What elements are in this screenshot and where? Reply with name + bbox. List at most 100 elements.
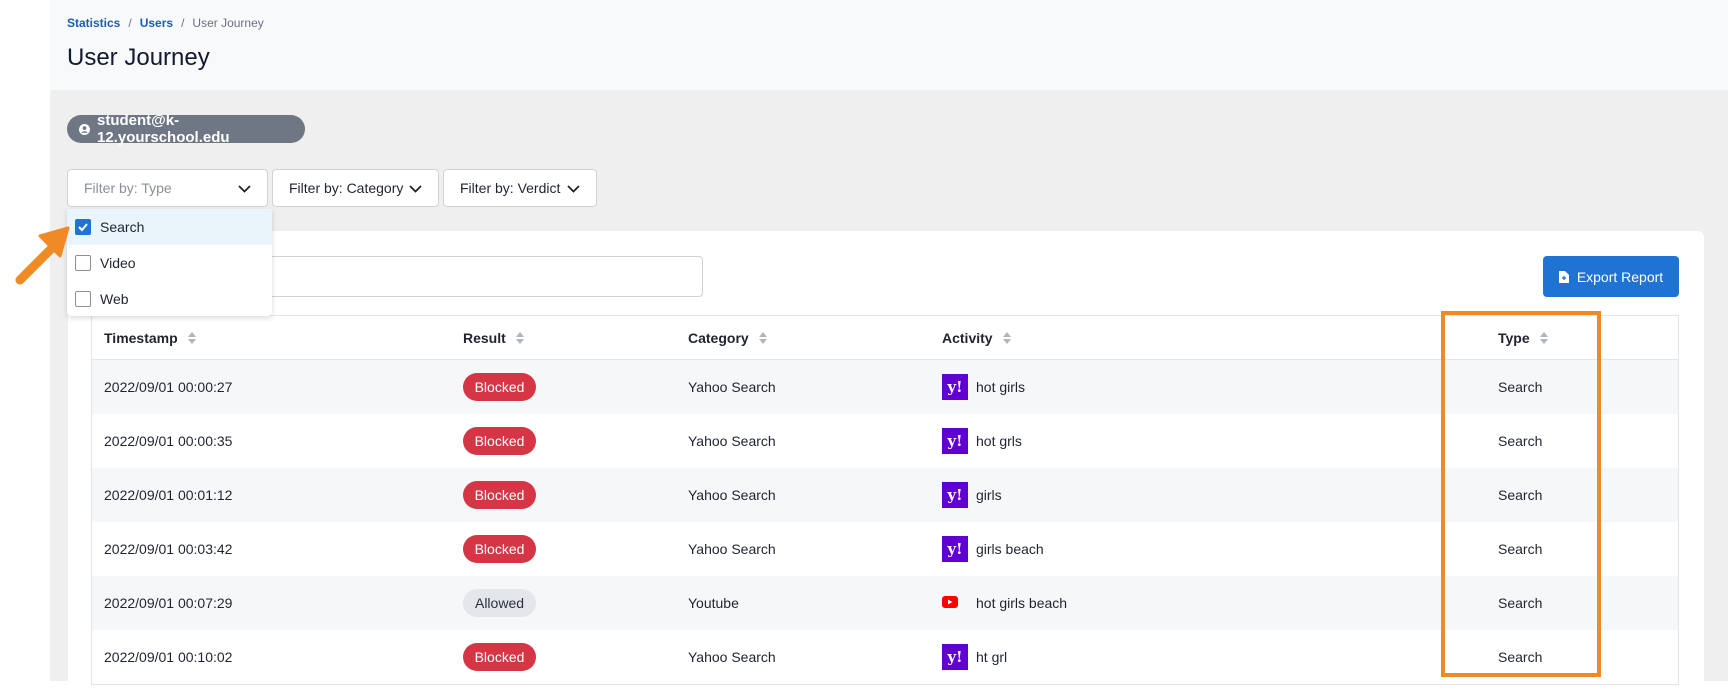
yahoo-icon: y! [942, 644, 968, 670]
table-header: Timestamp Result Category Activity Type [92, 316, 1678, 360]
table-cell: Search [1498, 576, 1542, 630]
cell-text: Yahoo Search [688, 379, 776, 395]
cell-text: Yahoo Search [688, 541, 776, 557]
result-badge: Blocked [463, 373, 536, 401]
filter-label: Filter by: Verdict [460, 180, 561, 196]
result-badge: Blocked [463, 643, 536, 671]
cell-text: Search [1498, 487, 1543, 503]
page-title: User Journey [67, 44, 210, 71]
checkbox[interactable] [75, 255, 91, 271]
breadcrumb-link[interactable]: Statistics [67, 16, 121, 30]
table-cell: Search [1498, 414, 1542, 468]
column-header[interactable]: Activity [942, 316, 1011, 359]
table: Timestamp Result Category Activity Type … [91, 315, 1679, 685]
header-text: Activity [942, 329, 993, 346]
table-row: 2022/09/01 00:00:27 Blocked Yahoo Search y!… [92, 360, 1678, 414]
table-row: 2022/09/01 00:00:35 Blocked Yahoo Search y!… [92, 414, 1678, 468]
table-cell: Yahoo Search [688, 414, 776, 468]
type-dropdown: Search Video Web [67, 209, 272, 316]
table-cell: 2022/09/01 00:10:02 [104, 630, 232, 684]
breadcrumb: Statistics / Users / User Journey [67, 16, 264, 30]
table-cell: Blocked [463, 522, 536, 576]
dropdown-option[interactable]: Video [67, 245, 272, 281]
cell-text: Search [1498, 379, 1543, 395]
dropdown-option[interactable]: Web [67, 281, 272, 317]
header-text: Timestamp [104, 329, 178, 346]
column-header[interactable]: Type [1498, 316, 1548, 359]
table-cell: y! ht grl [942, 630, 1007, 684]
table-row: 2022/09/01 00:01:12 Blocked Yahoo Search y!… [92, 468, 1678, 522]
option-label: Video [100, 255, 136, 271]
dropdown-option[interactable]: Search [67, 209, 272, 245]
activity-text: girls beach [976, 541, 1044, 557]
activity-text: ht grl [976, 649, 1008, 665]
yahoo-icon: y! [942, 536, 968, 562]
cell-text: Search [1498, 595, 1543, 611]
table-row: 2022/09/01 00:07:29 Allowed Youtube hot gir… [92, 576, 1678, 630]
header-text: Category [688, 329, 749, 346]
activity-text: hot girls [976, 379, 1026, 395]
option-label: Web [100, 291, 129, 307]
table-cell: Yahoo Search [688, 630, 776, 684]
export-button[interactable]: Export Report [1543, 256, 1679, 297]
table-row: 2022/09/01 00:10:02 Blocked Yahoo Search y!… [92, 630, 1678, 684]
table-cell: Search [1498, 630, 1542, 684]
cell-text: 2022/09/01 00:03:42 [104, 541, 233, 557]
table-row: 2022/09/01 00:03:42 Blocked Yahoo Search y!… [92, 522, 1678, 576]
table-cell: 2022/09/01 00:07:29 [104, 576, 232, 630]
table-cell: 2022/09/01 00:00:35 [104, 414, 232, 468]
column-header[interactable]: Category [688, 316, 767, 359]
cell-text: 2022/09/01 00:10:02 [104, 649, 233, 665]
cell-text: Yahoo Search [688, 487, 776, 503]
youtube-icon [942, 595, 968, 611]
filter-label: Filter by: Type [84, 180, 172, 196]
cell-text: Yahoo Search [688, 649, 776, 665]
filter-verdict[interactable]: Filter by: Verdict [443, 169, 597, 207]
user-chip: student@k-12.yourschool.edu [67, 112, 305, 146]
button-label: Export Report [1576, 268, 1664, 285]
table-cell: y! girls beach [942, 522, 1044, 576]
breadcrumb-link[interactable]: Users [139, 16, 174, 30]
highlight-box [1441, 311, 1601, 677]
header-text: Result [463, 329, 506, 346]
header-text: Type [1498, 329, 1530, 346]
result-badge: Blocked [463, 481, 536, 509]
table-cell: Search [1498, 360, 1542, 414]
option-label: Search [100, 219, 145, 235]
header-bar [50, 0, 1728, 90]
table-cell: Blocked [463, 360, 536, 414]
table-cell: Yahoo Search [688, 360, 776, 414]
search-input[interactable] [250, 256, 703, 297]
result-badge: Allowed [463, 589, 536, 617]
filter-type[interactable]: Filter by: Type [67, 169, 268, 207]
annotation-arrow [15, 226, 70, 285]
table-cell: 2022/09/01 00:03:42 [104, 522, 232, 576]
checkbox[interactable] [75, 291, 91, 307]
table-cell: 2022/09/01 00:00:27 [104, 360, 232, 414]
column-header[interactable]: Result [463, 316, 524, 359]
cell-text: Search [1498, 649, 1543, 665]
table-cell: Blocked [463, 414, 536, 468]
activity-text: hot girls beach [976, 595, 1068, 611]
filter-category[interactable]: Filter by: Category [272, 169, 439, 207]
cell-text: Search [1498, 541, 1543, 557]
table-cell: Yahoo Search [688, 468, 776, 522]
table-cell: Blocked [463, 468, 536, 522]
user-email: student@k-12.yourschool.edu [97, 112, 230, 146]
cell-text: 2022/09/01 00:00:27 [104, 379, 233, 395]
column-header[interactable]: Timestamp [104, 316, 196, 359]
table-cell: hot girls beach [942, 576, 1067, 630]
yahoo-icon: y! [942, 482, 968, 508]
yahoo-icon: y! [942, 374, 968, 400]
table-cell: Search [1498, 468, 1542, 522]
table-cell: Allowed [463, 576, 536, 630]
table-cell: 2022/09/01 00:01:12 [104, 468, 232, 522]
checkbox-checked[interactable] [75, 219, 91, 235]
table-cell: Blocked [463, 630, 536, 684]
breadcrumb-current: User Journey [192, 16, 264, 30]
cell-text: 2022/09/01 00:00:35 [104, 433, 233, 449]
table-cell: Search [1498, 522, 1542, 576]
table-cell: y! girls [942, 468, 1002, 522]
cell-text: 2022/09/01 00:01:12 [104, 487, 233, 503]
